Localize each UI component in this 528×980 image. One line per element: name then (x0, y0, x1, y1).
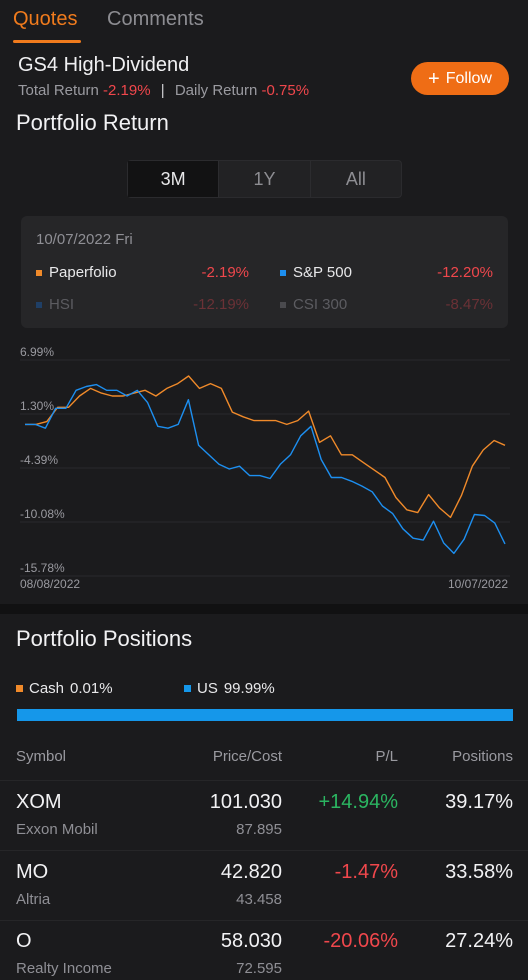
portfolio-return-chart[interactable]: 6.99% 1.30% -4.39% -10.08% -15.78% 08/08/2022… (0, 340, 528, 598)
pl-value: -1.47% (334, 861, 398, 883)
section-divider (0, 604, 528, 614)
us-swatch (184, 685, 191, 692)
y-tick-label: -4.39% (20, 453, 58, 467)
legend-name: S&P 500 (293, 264, 352, 281)
y-tick-label: -10.08% (20, 507, 65, 521)
position-pct: 27.24% (445, 930, 513, 952)
symbol: O (16, 930, 32, 952)
tab-quotes[interactable]: Quotes (13, 8, 78, 30)
y-tick-label: -15.78% (20, 561, 65, 575)
legend-item-sp500[interactable]: S&P 500 (280, 264, 352, 281)
x-tick-label: 08/08/2022 (20, 577, 80, 591)
col-header-price-cost[interactable]: Price/Cost (212, 748, 282, 765)
portfolio-return-title: Portfolio Return (16, 110, 169, 135)
cash-swatch (16, 685, 23, 692)
cash-value: 0.01% (70, 680, 113, 697)
legend-date: 10/07/2022 Fri (36, 231, 133, 248)
total-return-value: -2.19% (103, 82, 151, 99)
legend-value-csi300: -8.47% (445, 296, 493, 313)
series-line-paperfolio (25, 375, 506, 519)
portfolio-header: GS4 High-Dividend Total Return -2.19% | … (0, 52, 528, 110)
price: 42.820 (220, 861, 282, 883)
col-header-symbol[interactable]: Symbol (16, 748, 67, 765)
company-name: Realty Income (16, 960, 112, 977)
daily-return-value: -0.75% (261, 82, 310, 99)
row-divider (0, 850, 528, 851)
total-return-label: Total Return (18, 82, 99, 99)
separator: | (160, 82, 165, 99)
legend-value-paperfolio: -2.19% (201, 264, 249, 281)
tab-comments[interactable]: Comments (107, 8, 204, 30)
follow-label: Follow (445, 69, 492, 87)
col-header-positions[interactable]: Positions (452, 748, 513, 765)
header-divider (0, 780, 528, 781)
us-label: US (197, 680, 218, 697)
company-name: Altria (16, 891, 51, 908)
col-header-pl[interactable]: P/L (375, 748, 398, 765)
legend-value-sp500: -12.20% (437, 264, 493, 281)
y-tick-label: 6.99% (20, 345, 54, 359)
cost: 43.458 (236, 891, 282, 908)
period-1y[interactable]: 1Y (219, 161, 311, 197)
price: 58.030 (220, 930, 282, 952)
symbol: MO (16, 861, 49, 883)
portfolio-returns: Total Return -2.19% | Daily Return -0.75… (18, 82, 309, 99)
legend-item-csi300[interactable]: CSI 300 (280, 296, 347, 313)
active-tab-indicator (13, 40, 81, 43)
cash-label: Cash (29, 680, 65, 697)
plus-icon: + (428, 67, 440, 90)
price: 101.030 (209, 791, 282, 813)
us-value: 99.99% (223, 680, 275, 697)
allocation-legend-cash: Cash 0.01% (16, 680, 113, 697)
series-line-s-p-500 (25, 383, 506, 555)
csi300-swatch (280, 301, 286, 308)
allocation-bar (17, 709, 513, 721)
portfolio-name: GS4 High-Dividend (18, 54, 190, 76)
legend-item-hsi[interactable]: HSI (36, 296, 74, 313)
pl-value: +14.94% (318, 791, 398, 813)
cost: 87.895 (236, 821, 282, 838)
legend-name: HSI (49, 296, 75, 313)
legend-name: Paperfolio (49, 264, 117, 281)
hsi-swatch (36, 301, 42, 308)
period-selector: 3M 1Y All (127, 160, 402, 198)
daily-return-label: Daily Return (174, 82, 258, 99)
allocation-legend-us: US 99.99% (184, 680, 275, 697)
row-divider (0, 920, 528, 921)
symbol: XOM (16, 791, 62, 813)
legend-item-paperfolio[interactable]: Paperfolio (36, 264, 117, 281)
follow-button[interactable]: + Follow (411, 62, 509, 95)
x-tick-label: 10/07/2022 (448, 577, 508, 591)
portfolio-positions-title: Portfolio Positions (16, 626, 193, 651)
chart-legend-box: 10/07/2022 Fri Paperfolio -2.19% S&P 500… (21, 216, 508, 328)
top-tabs: Quotes Comments (0, 0, 528, 44)
y-tick-label: 1.30% (20, 399, 54, 413)
paperfolio-swatch (36, 269, 42, 276)
legend-name: CSI 300 (293, 296, 348, 313)
sp500-swatch (280, 269, 286, 276)
legend-value-hsi: -12.19% (193, 296, 249, 313)
pl-value: -20.06% (323, 930, 399, 952)
period-all[interactable]: All (345, 168, 366, 189)
position-pct: 39.17% (445, 791, 513, 813)
period-3m[interactable]: 3M (128, 161, 220, 197)
company-name: Exxon Mobil (16, 821, 98, 838)
cost: 72.595 (236, 960, 282, 977)
position-pct: 33.58% (445, 861, 513, 883)
